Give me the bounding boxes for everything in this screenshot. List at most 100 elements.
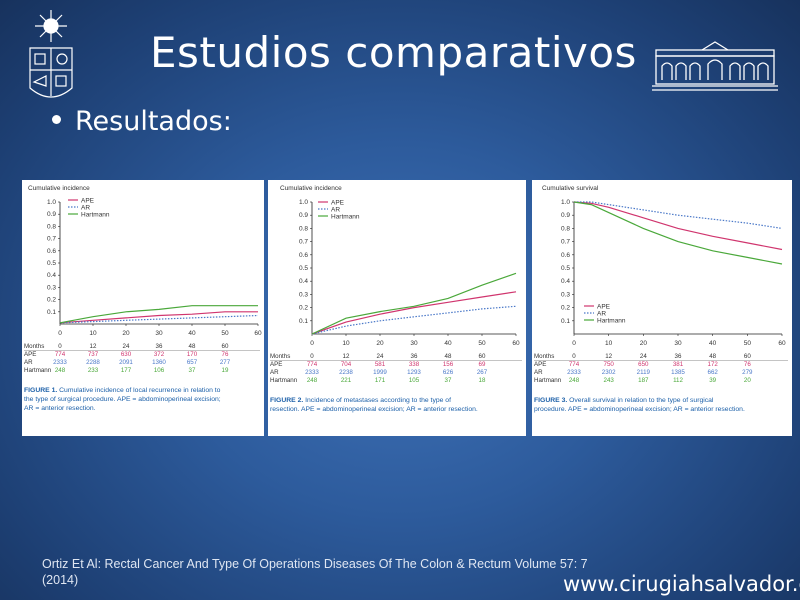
table-cell: 76: [222, 351, 229, 358]
y-tick-label: 0.6: [47, 248, 56, 255]
x-tick-label: 60: [778, 340, 786, 347]
table-cell: 156: [443, 361, 454, 368]
table-header-cell: 12: [343, 353, 350, 360]
table-cell: 187: [638, 377, 649, 384]
table-cell: 19: [222, 367, 229, 374]
table-cell: 581: [375, 361, 386, 368]
table-header-cell: 0: [572, 353, 576, 360]
table-header-cell: 48: [189, 343, 196, 350]
citation-line-2: (2014): [42, 573, 79, 587]
table-cell: 338: [409, 361, 420, 368]
figure-caption-text: the type of surgical procedure. APE = ab…: [24, 396, 221, 403]
x-tick-label: 60: [254, 330, 262, 337]
y-tick-label: 0.1: [47, 309, 56, 316]
table-row-label: Hartmann: [24, 367, 52, 374]
series-line-ar: [311, 305, 517, 335]
table-cell: 662: [708, 369, 719, 376]
series-line-hartmann: [59, 305, 258, 324]
table-header-cell: 60: [222, 343, 229, 350]
series-line-ape: [59, 311, 258, 324]
table-cell: 39: [709, 377, 716, 384]
y-tick-label: 0.2: [561, 305, 570, 312]
legend-label-ape: APE: [81, 197, 95, 204]
series-line-ar: [59, 314, 259, 324]
figure-1-panel: Cumulative incidence 0.1 0.2 0.3 0.4 0.5 0.6 0.…: [22, 180, 264, 436]
table-cell: 2333: [53, 359, 67, 366]
figure-caption-label: FIGURE 1.: [24, 387, 59, 394]
table-header-cell: 36: [411, 353, 418, 360]
y-tick-label: 0.2: [47, 297, 56, 304]
table-cell: 750: [604, 361, 615, 368]
building-logo: [652, 40, 778, 92]
legend-label-hartmann: Hartmann: [331, 213, 360, 220]
table-cell: 2333: [567, 369, 581, 376]
table-cell: 76: [744, 361, 751, 368]
legend-label-ar: AR: [81, 204, 90, 211]
table-header-label: Months: [534, 353, 554, 360]
website-url[interactable]: www.cirugiahsalvador.cl: [563, 572, 800, 596]
figure-caption-text: AR = anterior resection.: [24, 405, 96, 412]
table-cell: 248: [307, 377, 318, 384]
table-cell: 2119: [637, 369, 651, 376]
x-tick-label: 0: [572, 340, 576, 347]
figure-caption-text: procedure. APE = abdominoperineal excisi…: [534, 406, 745, 413]
x-tick-label: 60: [512, 340, 520, 347]
table-cell: 20: [744, 377, 751, 384]
y-tick-label: 0.7: [47, 236, 56, 243]
table-cell: 18: [479, 377, 486, 384]
table-cell: 1385: [671, 369, 685, 376]
table-header-cell: 12: [605, 353, 612, 360]
table-row-label: AR: [534, 369, 543, 376]
y-axis-label: Cumulative survival: [542, 185, 599, 192]
y-tick-label: 0.7: [561, 239, 570, 246]
table-cell: 105: [409, 377, 420, 384]
table-cell: 657: [187, 359, 198, 366]
figure-caption-label: FIGURE 2.: [270, 397, 305, 404]
chart-3-svg: Cumulative survival 0.1 0.2 0.3 0.4 0.5 0.6 0.7…: [534, 185, 788, 413]
y-tick-label: 0.6: [299, 252, 308, 259]
x-tick-label: 0: [58, 330, 62, 337]
university-seal-logo: [22, 8, 80, 108]
table-row-label: APE: [534, 361, 546, 368]
y-tick-label: 0.1: [561, 318, 570, 325]
legend-label-ar: AR: [597, 310, 606, 317]
bullet-text: Resultados:: [75, 106, 232, 137]
y-tick-label: 0.4: [47, 272, 56, 279]
table-cell: 112: [673, 377, 683, 384]
table-cell: 737: [88, 351, 99, 358]
x-tick-label: 50: [744, 340, 752, 347]
table-row-label: APE: [24, 351, 36, 358]
table-header-cell: 0: [310, 353, 314, 360]
table-cell: 248: [569, 377, 580, 384]
series-line-ar: [574, 201, 783, 229]
y-axis-label: Cumulative incidence: [280, 185, 342, 192]
y-tick-label: 0.6: [561, 252, 570, 259]
table-cell: 626: [443, 369, 454, 376]
x-tick-label: 10: [605, 340, 613, 347]
y-tick-label: 1.0: [47, 199, 56, 206]
series-line-hartmann: [573, 201, 783, 265]
series-line-ape: [311, 291, 517, 335]
chart-2-svg: Cumulative incidence 0.1 0.2 0.3 0.4 0.5 0.6 0.…: [270, 185, 522, 413]
figure-caption-text: Overall survival in relation to the type…: [569, 397, 714, 404]
y-tick-label: 0.4: [561, 278, 570, 285]
table-header-cell: 48: [445, 353, 452, 360]
y-tick-label: 0.3: [299, 291, 308, 298]
table-cell: 69: [479, 361, 486, 368]
figure-3-panel: Cumulative survival 0.1 0.2 0.3 0.4 0.5 0.6 0.7…: [532, 180, 792, 436]
bullet-dot: [52, 115, 61, 124]
table-row-label: AR: [24, 359, 33, 366]
x-tick-label: 40: [188, 330, 196, 337]
table-row-label: APE: [270, 361, 282, 368]
y-tick-label: 0.3: [47, 284, 56, 291]
table-cell: 170: [187, 351, 198, 358]
table-cell: 1360: [152, 359, 166, 366]
figure-caption-text: Cumulative incidence of local recurrence…: [59, 387, 221, 394]
table-header-cell: 12: [90, 343, 97, 350]
legend-label-ape: APE: [331, 199, 345, 206]
x-tick-label: 40: [709, 340, 717, 347]
table-cell: 267: [477, 369, 488, 376]
figure-caption: FIGURE 3. Overall survival in relation t…: [534, 397, 714, 404]
y-tick-label: 0.5: [561, 265, 570, 272]
x-tick-label: 10: [342, 340, 350, 347]
